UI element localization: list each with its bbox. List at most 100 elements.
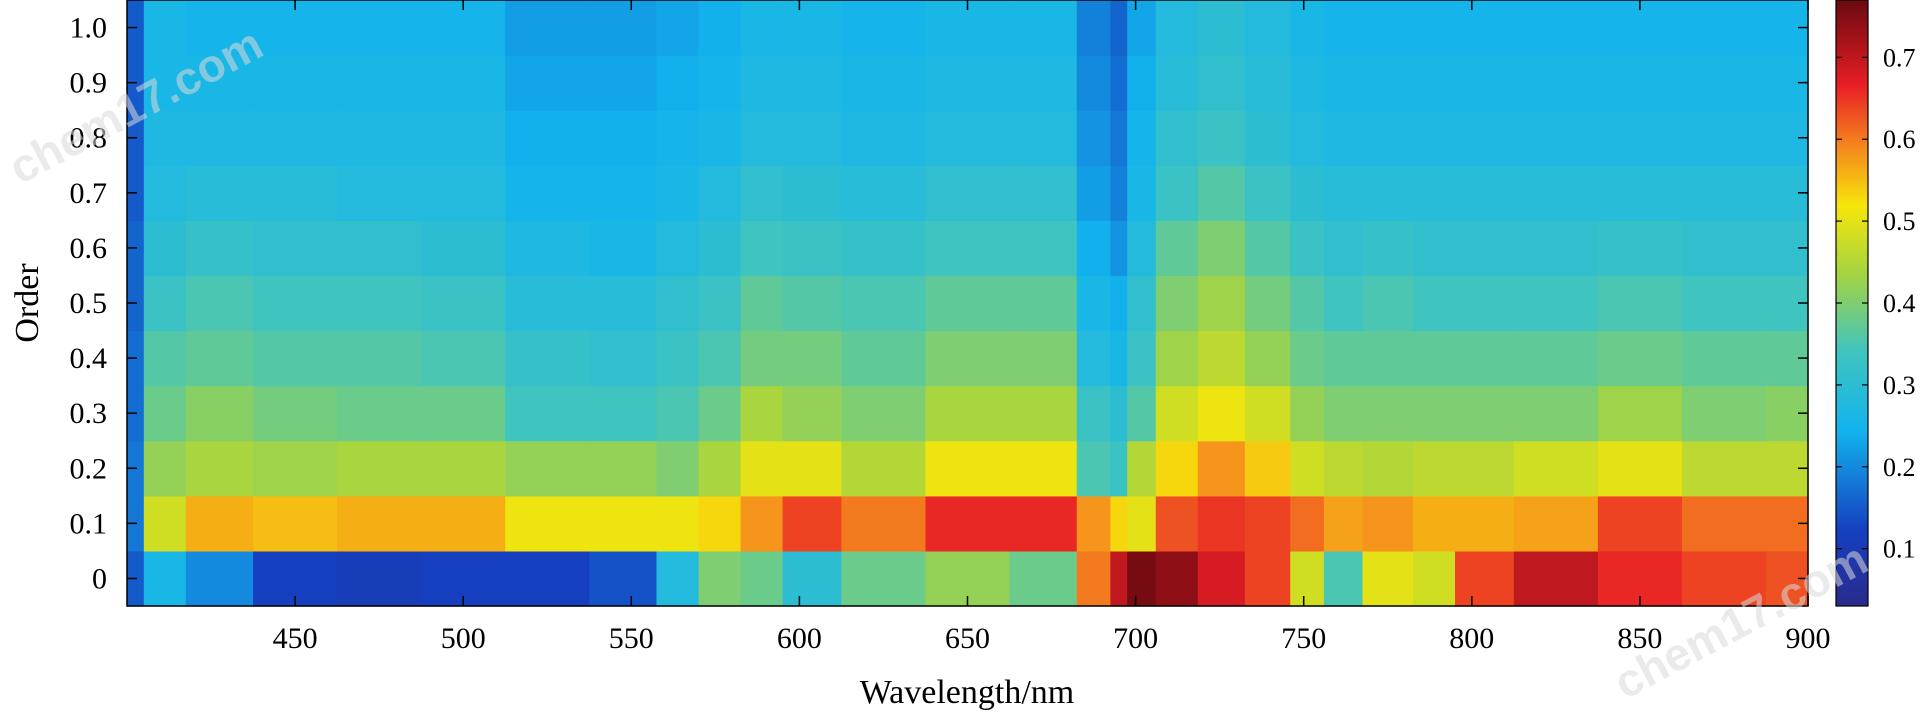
y-tick-label: 0.6 <box>70 232 108 265</box>
heatmap-cell <box>589 55 658 111</box>
heatmap-cell <box>782 495 843 552</box>
heatmap-cell <box>1597 385 1683 442</box>
heatmap-cell <box>656 110 700 166</box>
heatmap-cell <box>505 275 590 332</box>
heatmap-cell <box>1155 110 1199 166</box>
heatmap-cell <box>1412 495 1456 552</box>
heatmap-cell <box>1290 110 1325 166</box>
heatmap-cell <box>253 110 338 166</box>
heatmap-cell <box>698 165 742 221</box>
heatmap-cell <box>1155 330 1199 387</box>
heatmap-cell <box>1127 330 1157 387</box>
heatmap-cell <box>1127 55 1157 111</box>
y-tick-label: 0.2 <box>70 452 108 485</box>
heatmap-cell <box>1362 165 1414 221</box>
heatmap-cell <box>1362 55 1414 111</box>
heatmap-cell <box>1362 385 1414 442</box>
heatmap-cell <box>253 385 338 442</box>
heatmap-cell <box>1009 55 1078 111</box>
colorbar-tick-label: 0.5 <box>1883 207 1916 236</box>
heatmap-cell <box>1412 275 1456 332</box>
heatmap-cell <box>1244 55 1291 111</box>
heatmap-cell <box>1681 55 1767 111</box>
heatmap-cell <box>1244 550 1291 607</box>
heatmap-cell <box>782 385 843 442</box>
heatmap-cell <box>1009 495 1078 552</box>
heatmap-cell <box>589 110 658 166</box>
heatmap-cell <box>1110 110 1128 166</box>
heatmap-cell <box>589 220 658 277</box>
heatmap-cell <box>1076 550 1111 607</box>
y-tick-label: 1.0 <box>70 12 108 45</box>
heatmap-cell <box>1681 110 1767 166</box>
heatmap-cell <box>1323 275 1364 332</box>
heatmap-cell <box>1110 165 1128 221</box>
colorbar-tick-label: 0.1 <box>1883 535 1916 564</box>
heatmap-cell <box>1681 440 1767 497</box>
heatmap-cell <box>1412 440 1456 497</box>
heatmap-cell <box>841 165 927 221</box>
heatmap-cells <box>127 0 1809 607</box>
heatmap-cell <box>656 55 700 111</box>
colorbar-ticks: 0.1 0.2 0.3 0.4 0.5 0.6 0.7 <box>1836 43 1916 564</box>
heatmap-cell <box>1323 220 1364 277</box>
heatmap-cell <box>1076 385 1111 442</box>
heatmap-cell <box>1009 275 1078 332</box>
heatmap-cell <box>1110 385 1128 442</box>
heatmap-cell <box>143 330 187 387</box>
heatmap-cell <box>656 275 700 332</box>
heatmap-cell <box>925 275 1011 332</box>
heatmap-cell <box>1412 165 1456 221</box>
heatmap-cell <box>143 110 187 166</box>
x-axis-title: Wavelength/nm <box>860 674 1074 711</box>
heatmap-cell <box>1454 55 1515 111</box>
heatmap-cell <box>505 165 590 221</box>
heatmap-cell <box>1076 110 1111 166</box>
heatmap-cell <box>1290 275 1325 332</box>
heatmap-cell <box>1197 330 1246 387</box>
heatmap-cell <box>1110 220 1128 277</box>
heatmap-cell <box>185 495 254 552</box>
heatmap-cell <box>1454 550 1515 607</box>
heatmap-cell <box>841 0 927 56</box>
heatmap-cell <box>1597 110 1683 166</box>
heatmap-cell <box>185 275 254 332</box>
heatmap-cell <box>740 330 784 387</box>
heatmap-cell <box>1076 55 1111 111</box>
heatmap-cell <box>1513 0 1599 56</box>
heatmap-cell <box>1362 440 1414 497</box>
heatmap-cell <box>1076 165 1111 221</box>
heatmap-cell <box>1412 220 1456 277</box>
x-tick-label: 900 <box>1786 622 1831 655</box>
heatmap-cell <box>1244 220 1291 277</box>
heatmap-cell <box>337 165 422 221</box>
heatmap-cell <box>505 330 590 387</box>
heatmap-cell <box>698 220 742 277</box>
colorbar-tick-label: 0.3 <box>1883 371 1916 400</box>
heatmap-cell <box>925 330 1011 387</box>
heatmap-cell <box>1290 550 1325 607</box>
heatmap-cell <box>185 110 254 166</box>
heatmap-cell <box>589 550 658 607</box>
heatmap-cell <box>1362 330 1414 387</box>
y-tick-label: 0.7 <box>70 177 108 210</box>
heatmap-cell <box>656 550 700 607</box>
heatmap-cell <box>698 0 742 56</box>
heatmap-cell <box>337 55 422 111</box>
heatmap-cell <box>1155 220 1199 277</box>
heatmap-cell <box>1244 275 1291 332</box>
heatmap-cell <box>1076 0 1111 56</box>
heatmap-cell <box>1009 220 1078 277</box>
heatmap-cell <box>1290 220 1325 277</box>
heatmap-cell <box>1412 55 1456 111</box>
heatmap-cell <box>698 275 742 332</box>
heatmap-cell <box>1009 550 1078 607</box>
heatmap-cell <box>1197 165 1246 221</box>
heatmap-cell <box>740 385 784 442</box>
heatmap-cell <box>1127 440 1157 497</box>
heatmap-cell <box>143 165 187 221</box>
heatmap-cell <box>1454 220 1515 277</box>
heatmap-cell <box>1454 330 1515 387</box>
heatmap-cell <box>1290 0 1325 56</box>
heatmap-cell <box>740 275 784 332</box>
